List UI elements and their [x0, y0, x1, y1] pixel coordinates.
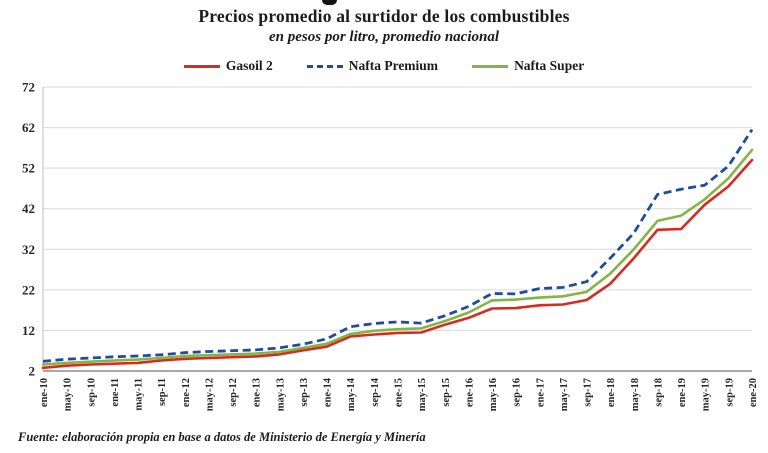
- y-tick-label: 12: [22, 323, 35, 338]
- x-tick-label: may-13: [275, 378, 286, 411]
- x-tick-label: sep-10: [86, 378, 97, 407]
- chart-title: Precios promedio al surtidor de los comb…: [198, 6, 570, 26]
- x-tick-label: may-16: [488, 378, 499, 411]
- x-tick-label: may-10: [63, 378, 74, 411]
- x-tick-label: sep-14: [370, 377, 381, 406]
- legend-label: Nafta Super: [514, 58, 585, 73]
- x-tick-label: sep-13: [299, 378, 310, 407]
- legend-item-nafta-premium: Nafta Premium: [306, 58, 439, 74]
- x-tick-label: may-19: [701, 378, 712, 411]
- x-tick-label: sep-17: [583, 378, 594, 407]
- x-tick-label: sep-11: [157, 378, 168, 406]
- x-tick-label: ene-19: [677, 378, 688, 407]
- x-tick-label: ene-18: [606, 378, 617, 407]
- x-tick-label: may-15: [417, 378, 428, 411]
- x-tick-label: may-14: [346, 377, 357, 411]
- legend-item-nafta-super: Nafta Super: [472, 58, 584, 74]
- x-tick-label: ene-17: [535, 378, 546, 407]
- x-tick-label: ene-12: [181, 378, 192, 407]
- series-line-nafta-super: [41, 148, 754, 366]
- x-tick-label: may-18: [630, 378, 641, 411]
- x-tick-label: sep-16: [512, 378, 523, 407]
- legend-item-gasoil-2: Gasoil 2: [183, 58, 273, 74]
- y-tick-label: 22: [22, 282, 35, 297]
- x-tick-label: ene-13: [252, 378, 263, 407]
- nafta-super-line-swatch: [472, 64, 509, 68]
- x-tick-label: ene-14: [323, 377, 334, 407]
- series-line-nafta-premium: [42, 128, 754, 363]
- series-line-gasoil-2: [41, 158, 754, 370]
- x-tick-label: may-12: [204, 378, 215, 411]
- gasoil-2-line-swatch: [183, 64, 220, 68]
- legend-label: Gasoil 2: [225, 58, 273, 73]
- x-tick-label: ene-20: [748, 378, 759, 407]
- x-tick-label: may-17: [559, 378, 570, 411]
- y-tick-label: 62: [22, 120, 35, 135]
- x-tick-label: sep-12: [228, 378, 239, 407]
- source-note: Fuente: elaboración propia en base a dat…: [18, 430, 426, 444]
- y-tick-label: 42: [22, 201, 35, 216]
- y-tick-label: 72: [22, 80, 35, 95]
- chart-subtitle: en pesos por litro, promedio nacional: [268, 29, 500, 45]
- nafta-premium-line-swatch: [306, 64, 343, 68]
- x-tick-label: ene-10: [39, 378, 50, 407]
- x-tick-label: sep-18: [654, 378, 665, 407]
- x-tick-label: ene-15: [394, 378, 405, 407]
- legend-label: Nafta Premium: [348, 58, 439, 73]
- y-tick-label: 52: [22, 161, 35, 176]
- cropped-text-artifact: [322, 0, 337, 5]
- y-tick-label: 2: [29, 364, 36, 379]
- y-tick-label: 32: [22, 242, 35, 257]
- x-tick-label: sep-15: [441, 378, 452, 407]
- chart-legend: Gasoil 2 Nafta Premium Nafta Super: [0, 58, 768, 74]
- x-tick-label: ene-11: [110, 378, 121, 407]
- x-tick-label: ene-16: [464, 378, 475, 407]
- x-tick-label: sep-19: [724, 378, 735, 407]
- x-tick-label: may-11: [134, 378, 145, 411]
